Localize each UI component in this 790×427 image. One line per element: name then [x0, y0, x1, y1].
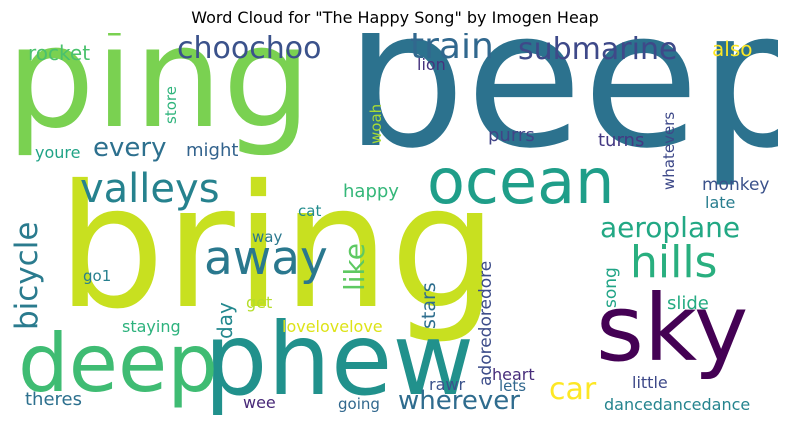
word-lion: lion [417, 55, 446, 74]
word-away: away [204, 231, 328, 286]
word-hills: hills [630, 237, 718, 288]
word-choochoo: choochoo [177, 33, 322, 66]
word-youre: youre [35, 143, 81, 162]
word-way: way [252, 228, 283, 246]
word-monkey: monkey [702, 175, 770, 195]
word-adoredoredore: adoredoredore [476, 260, 496, 386]
chart-title: Word Cloud for "The Happy Song" by Imoge… [191, 8, 599, 27]
word-train: train [410, 33, 494, 67]
word-get: get [246, 293, 273, 312]
word-bicycle: bicycle [12, 221, 45, 330]
word-submarine: submarine [518, 33, 678, 67]
word-late: late [705, 193, 736, 212]
word-lets: lets [499, 377, 527, 395]
word-happy: happy [343, 181, 399, 202]
word-every: every [93, 133, 167, 163]
word-rocket: rocket [28, 41, 91, 65]
word-purrs: purrs [488, 125, 535, 146]
word-aeroplane: aeroplane [600, 211, 741, 244]
word-wee: wee [243, 393, 276, 412]
word-heart: heart [492, 365, 535, 384]
word-going: going [338, 395, 380, 413]
word-slide: slide [667, 293, 709, 314]
word-go1: go1 [83, 267, 112, 285]
word-rawr: rawr [429, 375, 466, 394]
word-bring: bring [57, 149, 498, 347]
word-like: like [338, 242, 371, 291]
word-day: day [213, 302, 237, 339]
word-ping: ping [12, 33, 312, 160]
word-cat: cat [298, 202, 322, 220]
word-also: also [712, 37, 753, 61]
word-whatevers: whatevers [660, 111, 678, 190]
word-might: might [186, 140, 239, 161]
word-valleys: valleys [80, 166, 220, 212]
word-phew: phew [204, 301, 475, 418]
word-woah: woah [367, 103, 385, 144]
word-deep: deep [18, 317, 218, 410]
word-stars: stars [418, 282, 440, 329]
word-little: little [632, 373, 668, 392]
word-beep: beep [345, 33, 778, 190]
word-song: song [601, 267, 621, 308]
word-store: store [162, 86, 180, 124]
word-cloud: beep bring ping phew sky deep ocean vall… [12, 33, 778, 421]
word-wherever: wherever [398, 386, 520, 416]
word-car: car [549, 372, 597, 407]
word-lovelovelove: lovelovelove [282, 317, 383, 336]
word-dancedancedance: dancedancedance [604, 395, 751, 414]
word-theres: theres [25, 389, 82, 410]
word-ocean: ocean [427, 145, 615, 218]
word-turns: turns [598, 130, 645, 151]
word-sky: sky [596, 275, 749, 382]
word-staying: staying [122, 317, 181, 336]
